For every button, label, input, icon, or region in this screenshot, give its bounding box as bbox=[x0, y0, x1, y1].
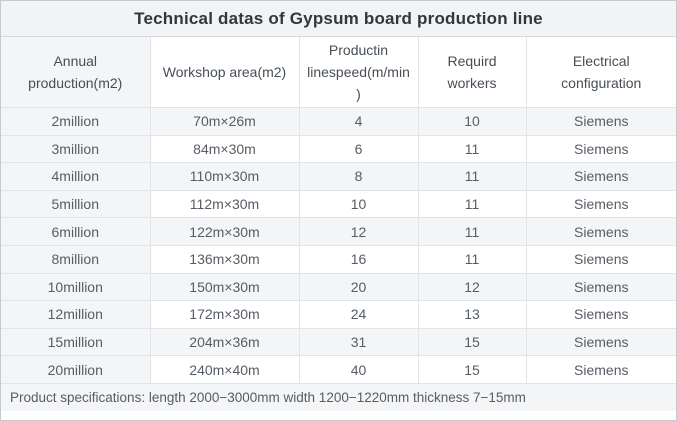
cell-workshop-area: 240m×40m bbox=[150, 355, 300, 384]
table-row: 15million 204m×36m 31 15 Siemens bbox=[1, 328, 676, 357]
cell-electrical-config: Siemens bbox=[526, 190, 676, 219]
header-electrical-config: Electrical configuration bbox=[526, 37, 676, 108]
cell-electrical-config: Siemens bbox=[526, 355, 676, 384]
cell-workshop-area: 112m×30m bbox=[150, 190, 300, 219]
table-row: 20million 240m×40m 40 15 Siemens bbox=[1, 355, 676, 384]
cell-electrical-config: Siemens bbox=[526, 273, 676, 302]
cell-workshop-area: 110m×30m bbox=[150, 162, 300, 191]
cell-line-speed: 16 bbox=[299, 245, 419, 274]
table-title: Technical datas of Gypsum board producti… bbox=[1, 1, 676, 37]
cell-electrical-config: Siemens bbox=[526, 135, 676, 164]
cell-annual-production: 6million bbox=[1, 217, 151, 246]
cell-line-speed: 4 bbox=[299, 107, 419, 136]
cell-workshop-area: 204m×36m bbox=[150, 328, 300, 357]
header-annual-production: Annual production(m2) bbox=[1, 37, 151, 108]
cell-line-speed: 20 bbox=[299, 273, 419, 302]
cell-electrical-config: Siemens bbox=[526, 328, 676, 357]
table-row: 12million 172m×30m 24 13 Siemens bbox=[1, 300, 676, 329]
cell-electrical-config: Siemens bbox=[526, 162, 676, 191]
cell-required-workers: 11 bbox=[418, 135, 527, 164]
cell-line-speed: 12 bbox=[299, 217, 419, 246]
cell-annual-production: 3million bbox=[1, 135, 151, 164]
cell-line-speed: 6 bbox=[299, 135, 419, 164]
cell-electrical-config: Siemens bbox=[526, 217, 676, 246]
cell-workshop-area: 150m×30m bbox=[150, 273, 300, 302]
header-line-speed: Productin linespeed(m/min) bbox=[299, 37, 419, 108]
cell-workshop-area: 70m×26m bbox=[150, 107, 300, 136]
table-row: 4million 110m×30m 8 11 Siemens bbox=[1, 162, 676, 191]
cell-workshop-area: 122m×30m bbox=[150, 217, 300, 246]
cell-electrical-config: Siemens bbox=[526, 245, 676, 274]
cell-required-workers: 15 bbox=[418, 355, 527, 384]
cell-required-workers: 11 bbox=[418, 245, 527, 274]
cell-annual-production: 12million bbox=[1, 300, 151, 329]
header-required-workers: Requird workers bbox=[418, 37, 527, 108]
cell-annual-production: 4million bbox=[1, 162, 151, 191]
table-row: 3million 84m×30m 6 11 Siemens bbox=[1, 135, 676, 164]
cell-annual-production: 8million bbox=[1, 245, 151, 274]
header-row: Annual production(m2) Workshop area(m2) … bbox=[1, 37, 676, 108]
cell-annual-production: 10million bbox=[1, 273, 151, 302]
table-row: 5million 112m×30m 10 11 Siemens bbox=[1, 190, 676, 219]
cell-required-workers: 11 bbox=[418, 190, 527, 219]
cell-annual-production: 2million bbox=[1, 107, 151, 136]
cell-required-workers: 11 bbox=[418, 162, 527, 191]
cell-required-workers: 11 bbox=[418, 217, 527, 246]
data-table: Annual production(m2) Workshop area(m2) … bbox=[1, 37, 676, 384]
table-row: 6million 122m×30m 12 11 Siemens bbox=[1, 217, 676, 246]
table-row: 10million 150m×30m 20 12 Siemens bbox=[1, 273, 676, 302]
cell-line-speed: 8 bbox=[299, 162, 419, 191]
cell-annual-production: 20million bbox=[1, 355, 151, 384]
cell-required-workers: 10 bbox=[418, 107, 527, 136]
cell-annual-production: 5million bbox=[1, 190, 151, 219]
cell-workshop-area: 136m×30m bbox=[150, 245, 300, 274]
cell-line-speed: 24 bbox=[299, 300, 419, 329]
table-row: 8million 136m×30m 16 11 Siemens bbox=[1, 245, 676, 274]
cell-workshop-area: 172m×30m bbox=[150, 300, 300, 329]
cell-required-workers: 15 bbox=[418, 328, 527, 357]
cell-line-speed: 40 bbox=[299, 355, 419, 384]
cell-required-workers: 13 bbox=[418, 300, 527, 329]
cell-electrical-config: Siemens bbox=[526, 107, 676, 136]
cell-line-speed: 10 bbox=[299, 190, 419, 219]
table-row: 2million 70m×26m 4 10 Siemens bbox=[1, 107, 676, 136]
cell-annual-production: 15million bbox=[1, 328, 151, 357]
cell-workshop-area: 84m×30m bbox=[150, 135, 300, 164]
header-workshop-area: Workshop area(m2) bbox=[150, 37, 300, 108]
cell-required-workers: 12 bbox=[418, 273, 527, 302]
cell-line-speed: 31 bbox=[299, 328, 419, 357]
product-specifications: Product specifications: length 2000−3000… bbox=[1, 383, 676, 411]
cell-electrical-config: Siemens bbox=[526, 300, 676, 329]
